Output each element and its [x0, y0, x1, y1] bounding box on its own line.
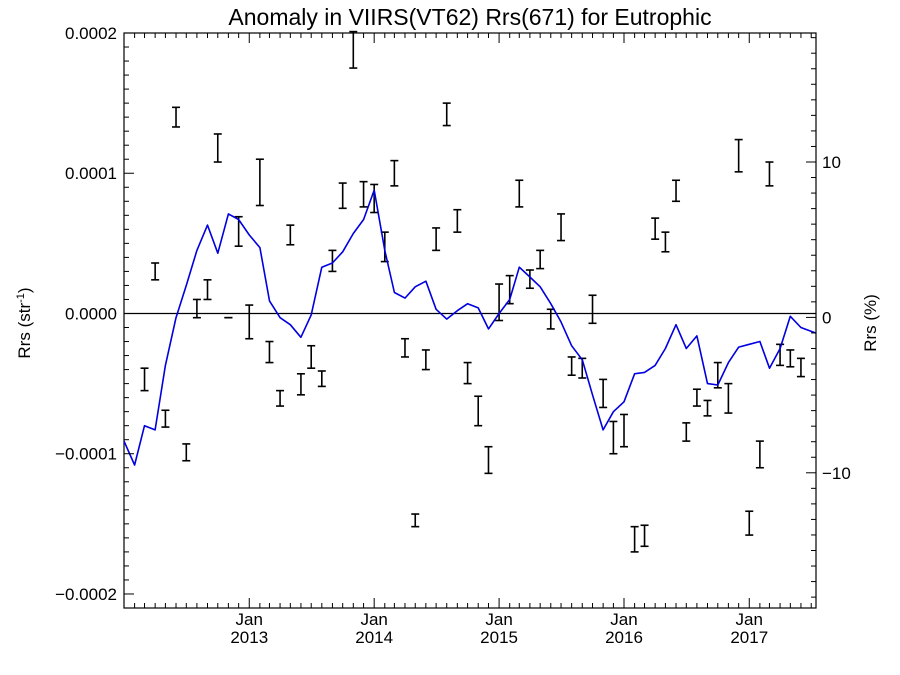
errorbar — [317, 370, 326, 388]
errorbar — [213, 133, 222, 163]
y-tick-label: −0.0001 — [55, 445, 117, 464]
errorbar — [609, 420, 618, 455]
left-axis-ticks: 0.0002 0.0001 0.0000 −0.0001 −0.0002 — [55, 24, 134, 609]
y-tick-label: −0.0002 — [55, 585, 117, 604]
errorbar — [786, 349, 795, 368]
errorbar — [599, 378, 608, 409]
errorbar — [172, 106, 181, 128]
errorbar — [620, 413, 629, 448]
errorbar — [182, 443, 191, 462]
errorbar — [515, 179, 524, 208]
x-tick-month-label: Jan — [236, 610, 263, 629]
errorbar — [724, 382, 733, 414]
y-tick-label: 0.0001 — [65, 164, 117, 183]
y2-tick-label: 0 — [822, 308, 831, 327]
errorbar — [661, 231, 670, 253]
chart-title: Anomaly in VIIRS(VT62) Rrs(671) for Eutr… — [228, 4, 711, 30]
errorbar — [567, 356, 576, 376]
errorbar — [140, 367, 149, 392]
x-tick-month-label: Jan — [360, 610, 387, 629]
errorbar — [546, 308, 555, 330]
errorbar — [463, 361, 472, 385]
x-tick-month-label: Jan — [736, 610, 763, 629]
errorbar — [234, 215, 243, 247]
errorbar — [359, 180, 368, 208]
errorbar — [796, 357, 805, 378]
errorbar — [432, 227, 441, 252]
right-axis-ticks: 10 0 −10 — [806, 37, 851, 598]
errorbar — [453, 208, 462, 233]
y-axis-label: Rrs (str-1) — [15, 287, 34, 358]
x-tick-month-label: Jan — [485, 610, 512, 629]
errorbar — [338, 182, 347, 210]
y2-tick-label: 10 — [822, 153, 841, 172]
errorbar — [630, 525, 639, 553]
errorbar — [265, 340, 274, 364]
errorbar — [161, 409, 170, 428]
errorbar — [755, 440, 764, 469]
y2-tick-label: −10 — [822, 464, 851, 483]
errorbar — [557, 213, 566, 242]
errorbar-series — [140, 30, 805, 553]
errorbar — [370, 183, 379, 214]
errorbar — [495, 283, 504, 322]
y-tick-label: 0.0000 — [65, 304, 117, 323]
errorbar — [484, 445, 493, 475]
x-tick-year-label: 2015 — [480, 628, 518, 647]
errorbar — [682, 422, 691, 442]
errorbar — [286, 224, 295, 246]
errorbar — [442, 102, 451, 127]
errorbar — [192, 298, 201, 319]
monthly-mean-line-series — [123, 189, 817, 466]
x-tick-month-label: Jan — [610, 610, 637, 629]
errorbar — [245, 304, 254, 340]
errorbar — [400, 337, 409, 358]
y-tick-label: 0.0002 — [65, 24, 117, 43]
x-tick-year-label: 2013 — [230, 628, 268, 647]
errorbar — [640, 524, 649, 548]
errorbar — [411, 513, 420, 528]
errorbar — [588, 294, 597, 325]
errorbar — [255, 158, 264, 207]
errorbar — [203, 279, 212, 301]
errorbar — [328, 249, 337, 273]
errorbar — [151, 262, 160, 281]
errorbar — [390, 159, 399, 187]
mean-line — [123, 189, 817, 466]
plot-frame — [123, 32, 817, 609]
errorbar — [703, 399, 712, 417]
errorbar — [651, 217, 660, 240]
errorbar — [672, 179, 681, 203]
errorbar — [276, 389, 285, 407]
errorbar — [525, 269, 534, 290]
errorbar — [307, 344, 316, 369]
errorbar — [474, 395, 483, 427]
errorbar — [745, 510, 754, 536]
plot-axes — [123, 32, 817, 609]
errorbar — [536, 249, 545, 270]
errorbar — [734, 138, 743, 173]
y2-axis-label: Rrs (%) — [861, 294, 880, 352]
errorbar — [296, 372, 305, 396]
x-tick-year-label: 2016 — [605, 628, 643, 647]
x-tick-year-label: 2014 — [355, 628, 393, 647]
errorbar — [692, 388, 701, 407]
errorbar — [765, 161, 774, 187]
x-tick-year-label: 2017 — [730, 628, 768, 647]
errorbar — [421, 349, 430, 371]
